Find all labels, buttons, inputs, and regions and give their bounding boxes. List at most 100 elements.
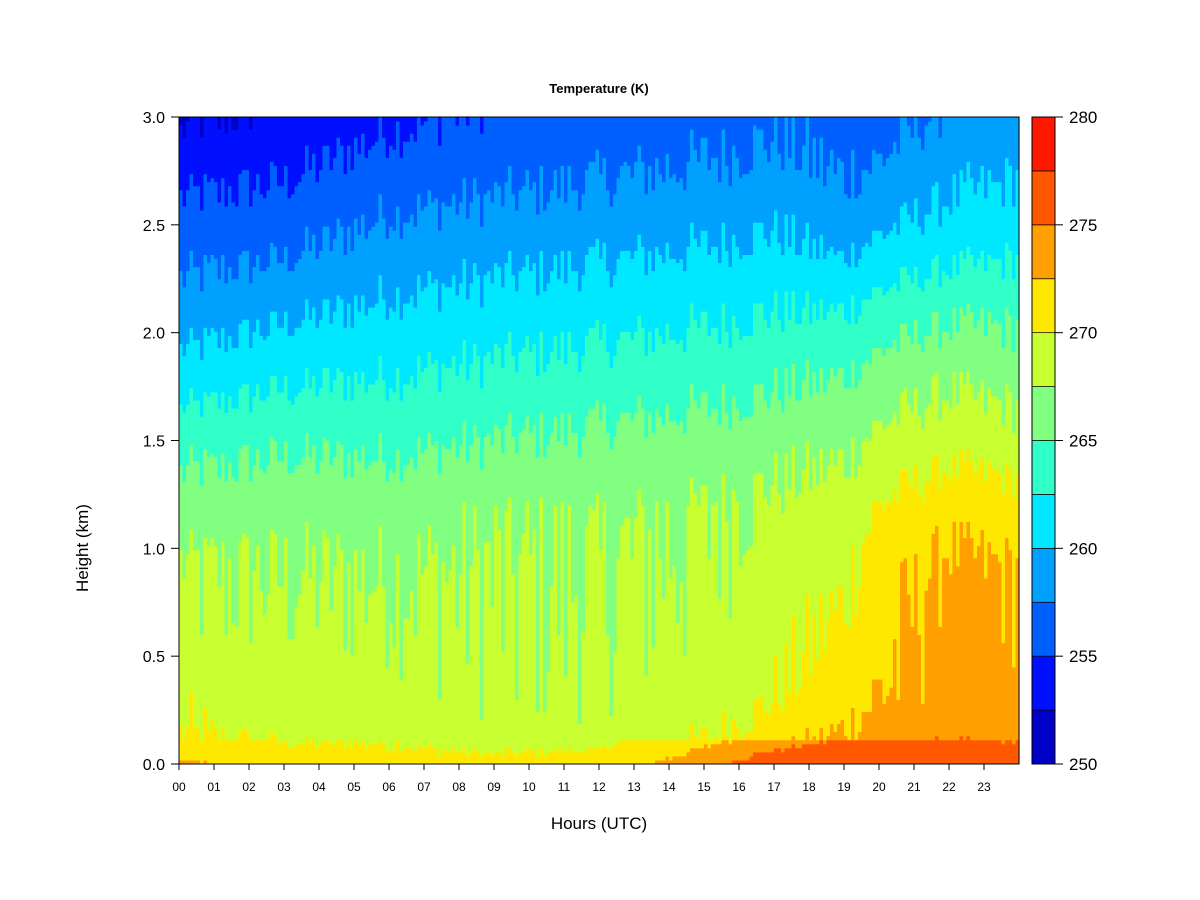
heatmap-cell — [312, 307, 317, 377]
heatmap-cell — [938, 137, 943, 227]
heatmap-cell — [599, 173, 604, 260]
heatmap-cell — [718, 117, 723, 183]
heatmap-cell — [637, 234, 642, 316]
heatmap-cell — [347, 303, 352, 377]
heatmap-cell — [704, 727, 709, 745]
heatmap-cell — [900, 266, 905, 324]
heatmap-cell — [518, 432, 523, 555]
heatmap-cell — [588, 747, 593, 765]
heatmap-cell — [238, 173, 243, 255]
heatmap-cells — [179, 117, 1020, 765]
heatmap-cell — [287, 197, 292, 272]
heatmap-cell — [924, 125, 929, 215]
heatmap-cell — [599, 117, 604, 175]
colorbar-tick-label: 280 — [1069, 108, 1097, 127]
heatmap-cell — [791, 290, 796, 365]
heatmap-cell — [994, 739, 999, 765]
x-tick-label: 13 — [627, 780, 641, 794]
heatmap-cell — [196, 759, 201, 765]
heatmap-cell — [263, 739, 268, 765]
heatmap-cell — [980, 117, 985, 167]
heatmap-cell — [805, 359, 810, 442]
heatmap-cell — [903, 117, 908, 203]
heatmap-cell — [917, 286, 922, 344]
heatmap-cell — [945, 472, 950, 559]
heatmap-cell — [903, 387, 908, 470]
heatmap-cell — [1008, 549, 1013, 741]
heatmap-cell — [609, 117, 614, 207]
heatmap-cell — [921, 739, 926, 765]
heatmap-cell — [1012, 666, 1017, 745]
heatmap-cell — [396, 286, 401, 369]
heatmap-cell — [644, 274, 649, 357]
heatmap-cell — [511, 355, 516, 437]
heatmap-cell — [382, 137, 387, 219]
heatmap-cell — [560, 747, 565, 765]
heatmap-cell — [998, 400, 1003, 474]
heatmap-cell — [602, 323, 607, 405]
heatmap-cell — [879, 739, 884, 765]
heatmap-cell — [207, 545, 212, 733]
heatmap-cell — [179, 125, 184, 191]
heatmap-cell — [697, 246, 702, 328]
heatmap-cell — [732, 145, 737, 235]
heatmap-cell — [959, 307, 964, 373]
heatmap-cell — [966, 161, 971, 247]
heatmap-cell — [994, 396, 999, 470]
heatmap-cell — [242, 319, 247, 385]
heatmap-cell — [326, 440, 331, 539]
heatmap-cell — [809, 117, 814, 179]
heatmap-cell — [410, 747, 415, 765]
heatmap-cell — [725, 521, 730, 737]
heatmap-cell — [1015, 117, 1020, 171]
heatmap-cell — [956, 331, 961, 405]
heatmap-cell — [578, 723, 583, 753]
heatmap-cell — [634, 331, 639, 413]
heatmap-cell — [658, 173, 663, 255]
heatmap-cell — [868, 117, 873, 175]
colorbar-tick-label: 275 — [1069, 216, 1097, 235]
heatmap-cell — [963, 537, 968, 741]
heatmap-cell — [413, 634, 418, 753]
heatmap-cell — [266, 117, 271, 191]
heatmap-cell — [494, 751, 499, 765]
heatmap-cell — [480, 117, 485, 134]
heatmap-cell — [816, 391, 821, 486]
heatmap-cell — [903, 557, 908, 741]
heatmap-cell — [522, 533, 527, 753]
heatmap-cell — [550, 432, 555, 587]
heatmap-cell — [917, 226, 922, 288]
heatmap-cell — [875, 117, 880, 154]
heatmap-cell — [294, 743, 299, 765]
heatmap-cell — [207, 396, 212, 458]
heatmap-cell — [721, 117, 726, 130]
heatmap-cell — [970, 739, 975, 765]
heatmap-cell — [448, 205, 453, 288]
heatmap-cell — [595, 238, 600, 320]
heatmap-cell — [795, 254, 800, 324]
heatmap-cell — [578, 371, 583, 458]
heatmap-cell — [756, 222, 761, 304]
heatmap-cell — [676, 343, 681, 425]
heatmap-cell — [861, 440, 866, 543]
heatmap-cell — [319, 319, 324, 389]
heatmap-cell — [987, 739, 992, 765]
heatmap-cell — [448, 367, 453, 450]
heatmap-cell — [322, 367, 327, 437]
heatmap-cell — [907, 739, 912, 765]
heatmap-cell — [942, 117, 947, 207]
heatmap-cell — [301, 387, 306, 458]
heatmap-cell — [238, 448, 243, 543]
heatmap-cell — [956, 274, 961, 332]
heatmap-cell — [669, 117, 674, 179]
heatmap-cell — [249, 129, 254, 207]
heatmap-cell — [1015, 169, 1020, 255]
heatmap-cell — [739, 339, 744, 421]
heatmap-cell — [938, 739, 943, 765]
heatmap-cell — [665, 323, 670, 405]
heatmap-cell — [280, 743, 285, 765]
heatmap-cell — [602, 117, 607, 158]
heatmap-cell — [179, 723, 184, 761]
heatmap-cell — [949, 117, 954, 215]
heatmap-cell — [231, 476, 236, 623]
